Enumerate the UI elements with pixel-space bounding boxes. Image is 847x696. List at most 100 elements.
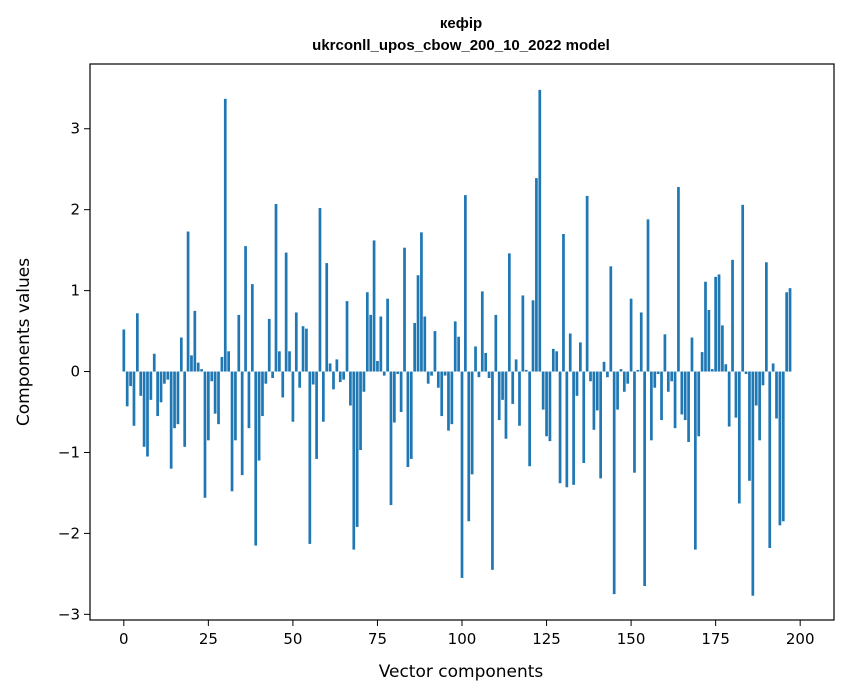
bar-156 (650, 371, 653, 441)
bar-43 (267, 318, 271, 372)
bar-60 (325, 263, 329, 372)
bar-82 (399, 371, 403, 413)
bar-85 (409, 371, 413, 459)
y-axis-label: Components values (14, 258, 34, 426)
bar-87 (416, 275, 420, 372)
bar-23 (200, 369, 203, 372)
bar-187 (754, 371, 758, 406)
bar-197 (788, 288, 792, 372)
bar-126 (548, 371, 552, 442)
bar-181 (734, 371, 738, 418)
bar-69 (355, 371, 359, 527)
bar-94 (440, 371, 444, 417)
bar-128 (555, 351, 559, 372)
bar-171 (700, 352, 704, 372)
bar-180 (731, 259, 734, 372)
bar-61 (328, 363, 332, 372)
bar-182 (737, 371, 741, 504)
bar-58 (318, 208, 322, 372)
bar-127 (551, 348, 555, 372)
bar-47 (281, 371, 285, 398)
bar-25 (207, 371, 210, 441)
bar-100 (460, 371, 464, 578)
bar-119 (524, 369, 528, 372)
bar-148 (622, 371, 626, 392)
bar-55 (308, 371, 312, 544)
bar-15 (173, 371, 176, 429)
bar-176 (717, 274, 721, 372)
bar-184 (744, 371, 748, 374)
bar-192 (771, 363, 775, 372)
bar-154 (643, 371, 646, 587)
x-tick-label: 125 (532, 630, 561, 648)
bar-44 (271, 371, 274, 379)
bar-56 (311, 371, 315, 385)
bar-194 (778, 371, 782, 526)
chart-title: кефір (440, 15, 482, 32)
bar-190 (765, 262, 768, 372)
bar-48 (284, 252, 288, 372)
bar-166 (683, 371, 687, 421)
bar-159 (660, 371, 663, 421)
bar-130 (562, 233, 565, 372)
bar-33 (234, 371, 237, 441)
bar-65 (342, 371, 345, 380)
bar-134 (575, 371, 579, 396)
bar-68 (352, 371, 356, 550)
bar-66 (345, 301, 349, 372)
y-tick-label: 3 (70, 120, 80, 138)
bar-153 (639, 312, 643, 372)
bar-70 (359, 371, 362, 451)
bar-161 (666, 371, 670, 392)
bar-165 (680, 371, 684, 415)
bar-91 (430, 371, 433, 376)
bar-73 (369, 314, 373, 372)
bar-169 (693, 371, 697, 550)
bar-67 (349, 371, 352, 406)
bar-167 (687, 371, 690, 442)
bar-13 (166, 371, 170, 380)
bar-89 (423, 316, 427, 372)
bar-168 (690, 337, 694, 372)
bars-group (122, 89, 792, 596)
x-tick-label: 25 (199, 630, 218, 648)
bar-112 (501, 371, 504, 400)
bar-189 (761, 371, 765, 386)
bar-76 (379, 316, 383, 372)
bar-196 (785, 292, 789, 372)
bar-149 (626, 371, 630, 384)
bar-0 (122, 329, 126, 372)
bar-90 (426, 371, 430, 384)
bar-144 (609, 266, 613, 372)
bar-9 (152, 353, 156, 372)
bar-10 (156, 371, 159, 417)
bar-104 (474, 346, 477, 372)
bar-51 (294, 312, 298, 372)
chart-subtitle: ukrconll_upos_cbow_200_10_2022 model (312, 37, 610, 54)
bar-81 (396, 371, 400, 374)
bar-2 (129, 371, 132, 387)
bar-24 (203, 371, 207, 498)
x-tick-label: 150 (617, 630, 646, 648)
bar-133 (572, 371, 575, 485)
bar-140 (595, 371, 599, 411)
bar-103 (470, 371, 474, 475)
bar-186 (751, 371, 755, 596)
bar-41 (261, 371, 264, 417)
bar-147 (619, 369, 623, 372)
bar-29 (220, 356, 224, 372)
bar-135 (579, 342, 582, 372)
bar-113 (504, 371, 508, 439)
bar-95 (443, 371, 447, 376)
bar-131 (565, 371, 569, 488)
bar-3 (132, 371, 136, 426)
bar-75 (376, 361, 379, 372)
bar-31 (227, 351, 231, 372)
bar-86 (413, 322, 417, 372)
bar-115 (511, 371, 515, 404)
bar-6 (142, 371, 146, 447)
bar-155 (646, 219, 650, 372)
x-tick-label: 200 (786, 630, 815, 648)
bar-160 (663, 334, 667, 372)
x-tick-label: 50 (283, 630, 302, 648)
